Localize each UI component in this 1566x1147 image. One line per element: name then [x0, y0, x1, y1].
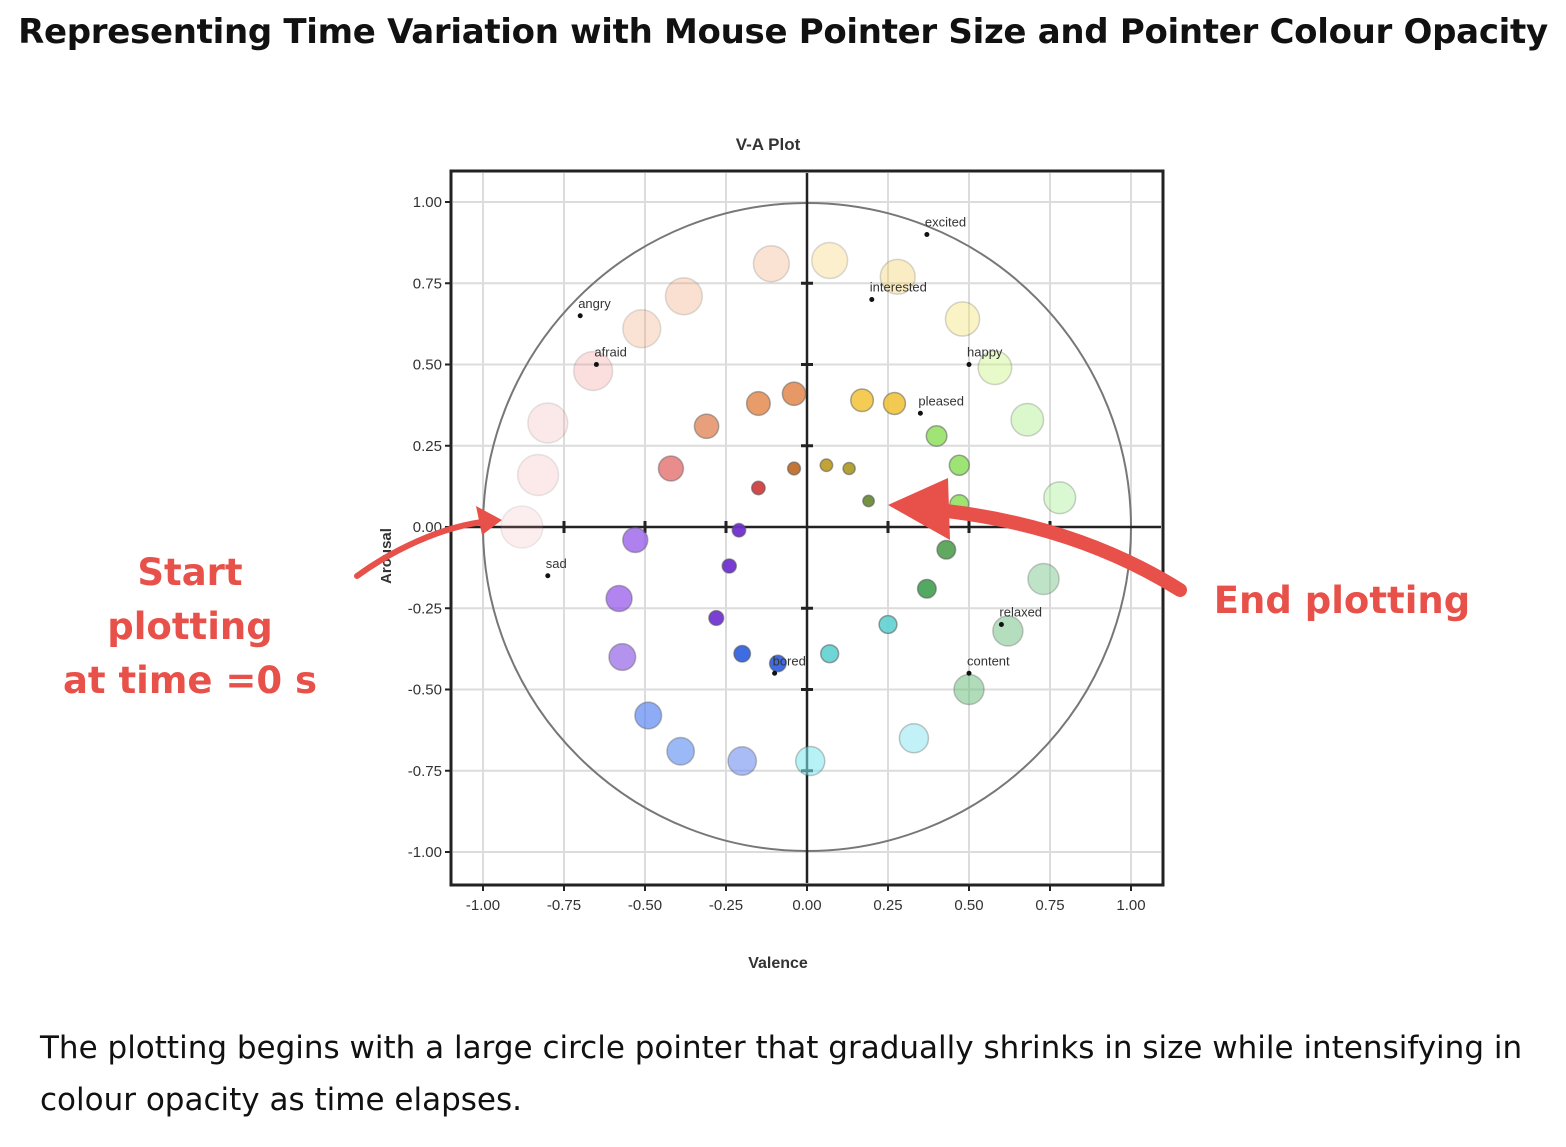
start-callout-line-1: Start plotting	[107, 551, 273, 648]
emotion-label-relaxed: relaxed	[999, 605, 1042, 620]
pointer-trail-point	[693, 413, 720, 440]
pointer-trail-point	[752, 245, 791, 283]
x-tick-label: 0.75	[1035, 897, 1064, 914]
emotion-marker	[924, 232, 930, 237]
start-arrow-line	[354, 518, 493, 579]
pointer-trail-point	[634, 701, 663, 730]
pointer-trail-point	[750, 480, 766, 496]
y-tick-label: -1.00	[408, 844, 442, 861]
x-tick-label: 0.50	[954, 897, 983, 914]
pointer-trail-point	[1043, 481, 1077, 515]
x-tick-label: -1.00	[466, 897, 500, 914]
emotion-marker	[966, 362, 972, 367]
pointer-trail-point	[953, 673, 985, 706]
pointer-trail-point	[820, 644, 840, 664]
emotion-label-happy: happy	[967, 345, 1003, 360]
pointer-trail-point	[727, 746, 758, 776]
pointer-trail-point	[794, 745, 826, 777]
pointer-trail-point	[862, 494, 876, 508]
emotion-marker	[593, 362, 599, 367]
emotion-marker	[772, 670, 778, 676]
pointer-trail-point	[516, 453, 560, 497]
emotion-marker	[545, 573, 551, 579]
pointer-trail-point	[708, 609, 725, 627]
pointer-trail-point	[1027, 562, 1060, 596]
y-tick-label: 1.00	[413, 194, 442, 211]
emotion-label-content: content	[967, 653, 1010, 668]
pointer-trail-point	[948, 454, 970, 476]
tick-labels: -1.00 -0.75 -0.50 -0.25 0.00 0.25 0.50 0.75 1.00…	[408, 194, 1146, 914]
pointer-trail-point	[810, 241, 849, 280]
pointer-trail-point	[500, 505, 544, 549]
pointer-trail-point	[879, 258, 916, 295]
emotion-marker	[966, 670, 972, 676]
pointer-trail-point	[992, 615, 1024, 647]
emotion-marker	[917, 410, 923, 416]
pointer-trail-point	[916, 578, 937, 599]
x-tick-label: 0.25	[873, 897, 902, 914]
emotion-label-interested: interested	[870, 280, 927, 295]
emotion-label-bored: bored	[773, 653, 806, 668]
y-tick-label: 0.75	[413, 275, 442, 292]
y-tick-label: 0.50	[413, 357, 442, 374]
end-plotting-callout: End plotting	[1213, 579, 1471, 622]
page-title: Representing Time Variation with Mouse P…	[18, 12, 1548, 52]
y-tick-label: -0.50	[408, 682, 442, 699]
pointer-trail-point	[1010, 402, 1045, 437]
chart-title: V-A Plot	[736, 135, 801, 154]
pointer-trail-point	[657, 455, 685, 482]
end-arrow-line	[908, 501, 1187, 597]
emotion-label-pleased: pleased	[918, 393, 964, 408]
pointer-trail-point	[878, 614, 898, 635]
pointer-trail-point	[925, 424, 948, 448]
pointer-trail-point	[664, 277, 704, 316]
x-axis-label: Valence	[748, 955, 808, 972]
emotion-label-sad: sad	[546, 556, 567, 571]
pointer-trail-point	[731, 522, 747, 538]
pointer-trail-point	[786, 461, 802, 476]
y-tick-label: 0.25	[413, 438, 442, 455]
x-tick-label: -0.75	[547, 897, 581, 914]
x-tick-label: -0.50	[628, 897, 662, 914]
emotion-label-afraid: afraid	[594, 345, 627, 360]
pointer-trail-point	[819, 458, 834, 473]
pointer-trail-point	[721, 558, 738, 574]
pointer-trail-point	[527, 402, 569, 444]
start-arrow-head	[476, 506, 502, 535]
emotion-label-angry: angry	[578, 296, 611, 311]
caption-text: The plotting begins with a large circle …	[40, 1030, 1523, 1118]
pointer-trail-point	[622, 309, 662, 349]
emotion-marker	[577, 313, 583, 319]
start-plotting-callout: Start plotting at time =0 s	[50, 546, 330, 708]
pointer-trail-point	[898, 722, 930, 754]
pointer-trail-point	[605, 584, 633, 613]
x-tick-label: 1.00	[1116, 897, 1145, 914]
emotion-marker	[998, 622, 1004, 627]
pointer-trail-point	[768, 654, 787, 673]
y-tick-label: -0.25	[408, 600, 442, 617]
x-tick-label: -0.25	[709, 897, 743, 914]
pointer-trail-point	[882, 391, 907, 416]
pointer-trail-point	[850, 388, 875, 413]
pointer-trail-point	[842, 461, 856, 476]
pointer-trail-point	[666, 736, 696, 766]
pointer-trail-point	[733, 644, 752, 663]
pointer-trail-point	[608, 642, 637, 672]
pointer-trail-point	[977, 350, 1013, 386]
x-tick-label: 0.00	[792, 897, 821, 914]
pointer-trail-point	[781, 381, 807, 407]
end-arrow-head	[888, 478, 950, 540]
pointer-trail-point	[745, 390, 771, 417]
start-callout-line-2: at time =0 s	[62, 659, 318, 702]
pointer-trail-point	[936, 539, 957, 560]
emotion-label-excited: excited	[925, 215, 966, 230]
emotion-labels: excited interested angry afraid happy pleased…	[545, 215, 1042, 676]
pointer-trail-point	[622, 526, 649, 554]
pointer-trail-point	[572, 350, 614, 392]
emotion-marker	[869, 297, 875, 302]
y-tick-label: -0.75	[408, 763, 442, 780]
pointer-trail-point	[944, 301, 981, 337]
